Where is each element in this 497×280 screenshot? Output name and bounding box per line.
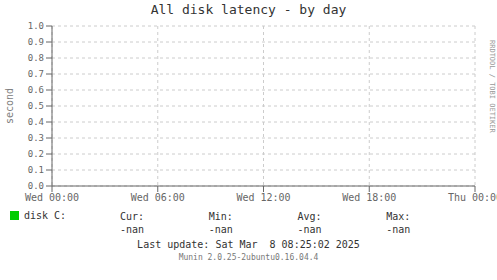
svg-text:Wed 18:00: Wed 18:00 xyxy=(342,192,396,203)
svg-text:0.8: 0.8 xyxy=(28,53,44,63)
svg-text:Wed 06:00: Wed 06:00 xyxy=(131,192,185,203)
svg-text:Wed 00:00: Wed 00:00 xyxy=(25,192,79,203)
svg-text:0.9: 0.9 xyxy=(28,37,44,47)
html-text:-nan: -nan xyxy=(208,224,233,235)
html-text:Min:: Min: xyxy=(208,211,233,222)
html-text:-nan: -nan xyxy=(120,224,145,235)
html-text:Last update: Sat Mar 8 08:25:0: Last update: Sat Mar 8 08:25:02 2025 xyxy=(137,239,360,250)
svg-text:0.6: 0.6 xyxy=(28,85,44,95)
svg-text:0.3: 0.3 xyxy=(28,133,44,143)
svg-text:0.0: 0.0 xyxy=(28,181,44,191)
svg-text:0.5: 0.5 xyxy=(28,101,44,111)
svg-text:Wed 12:00: Wed 12:00 xyxy=(236,192,290,203)
html-text:All disk latency - by day: All disk latency - by day xyxy=(150,2,347,17)
svg-text:1.0: 1.0 xyxy=(28,21,44,31)
html-text:disk C:: disk C: xyxy=(24,210,67,221)
html-text:Max:: Max: xyxy=(386,211,411,222)
svg-text:0.7: 0.7 xyxy=(28,69,44,79)
html-text:Avg:: Avg: xyxy=(297,211,322,222)
svg-text:0.4: 0.4 xyxy=(28,117,44,127)
html-text:RRDTOOL / TOBI OETIKER: RRDTOOL / TOBI OETIKER xyxy=(488,40,496,133)
svg-text:0.1: 0.1 xyxy=(28,165,44,175)
html-text:-nan: -nan xyxy=(297,224,322,235)
html-text:Cur:: Cur: xyxy=(120,211,145,222)
svg-text:Thu 00:00: Thu 00:00 xyxy=(448,192,489,203)
html-text:-nan: -nan xyxy=(386,224,411,235)
html-text:Munin 2.0.25-2ubuntu0.16.04.4: Munin 2.0.25-2ubuntu0.16.04.4 xyxy=(178,253,319,262)
svg-text:0.2: 0.2 xyxy=(28,149,44,159)
svg-text:second: second xyxy=(8,88,15,124)
